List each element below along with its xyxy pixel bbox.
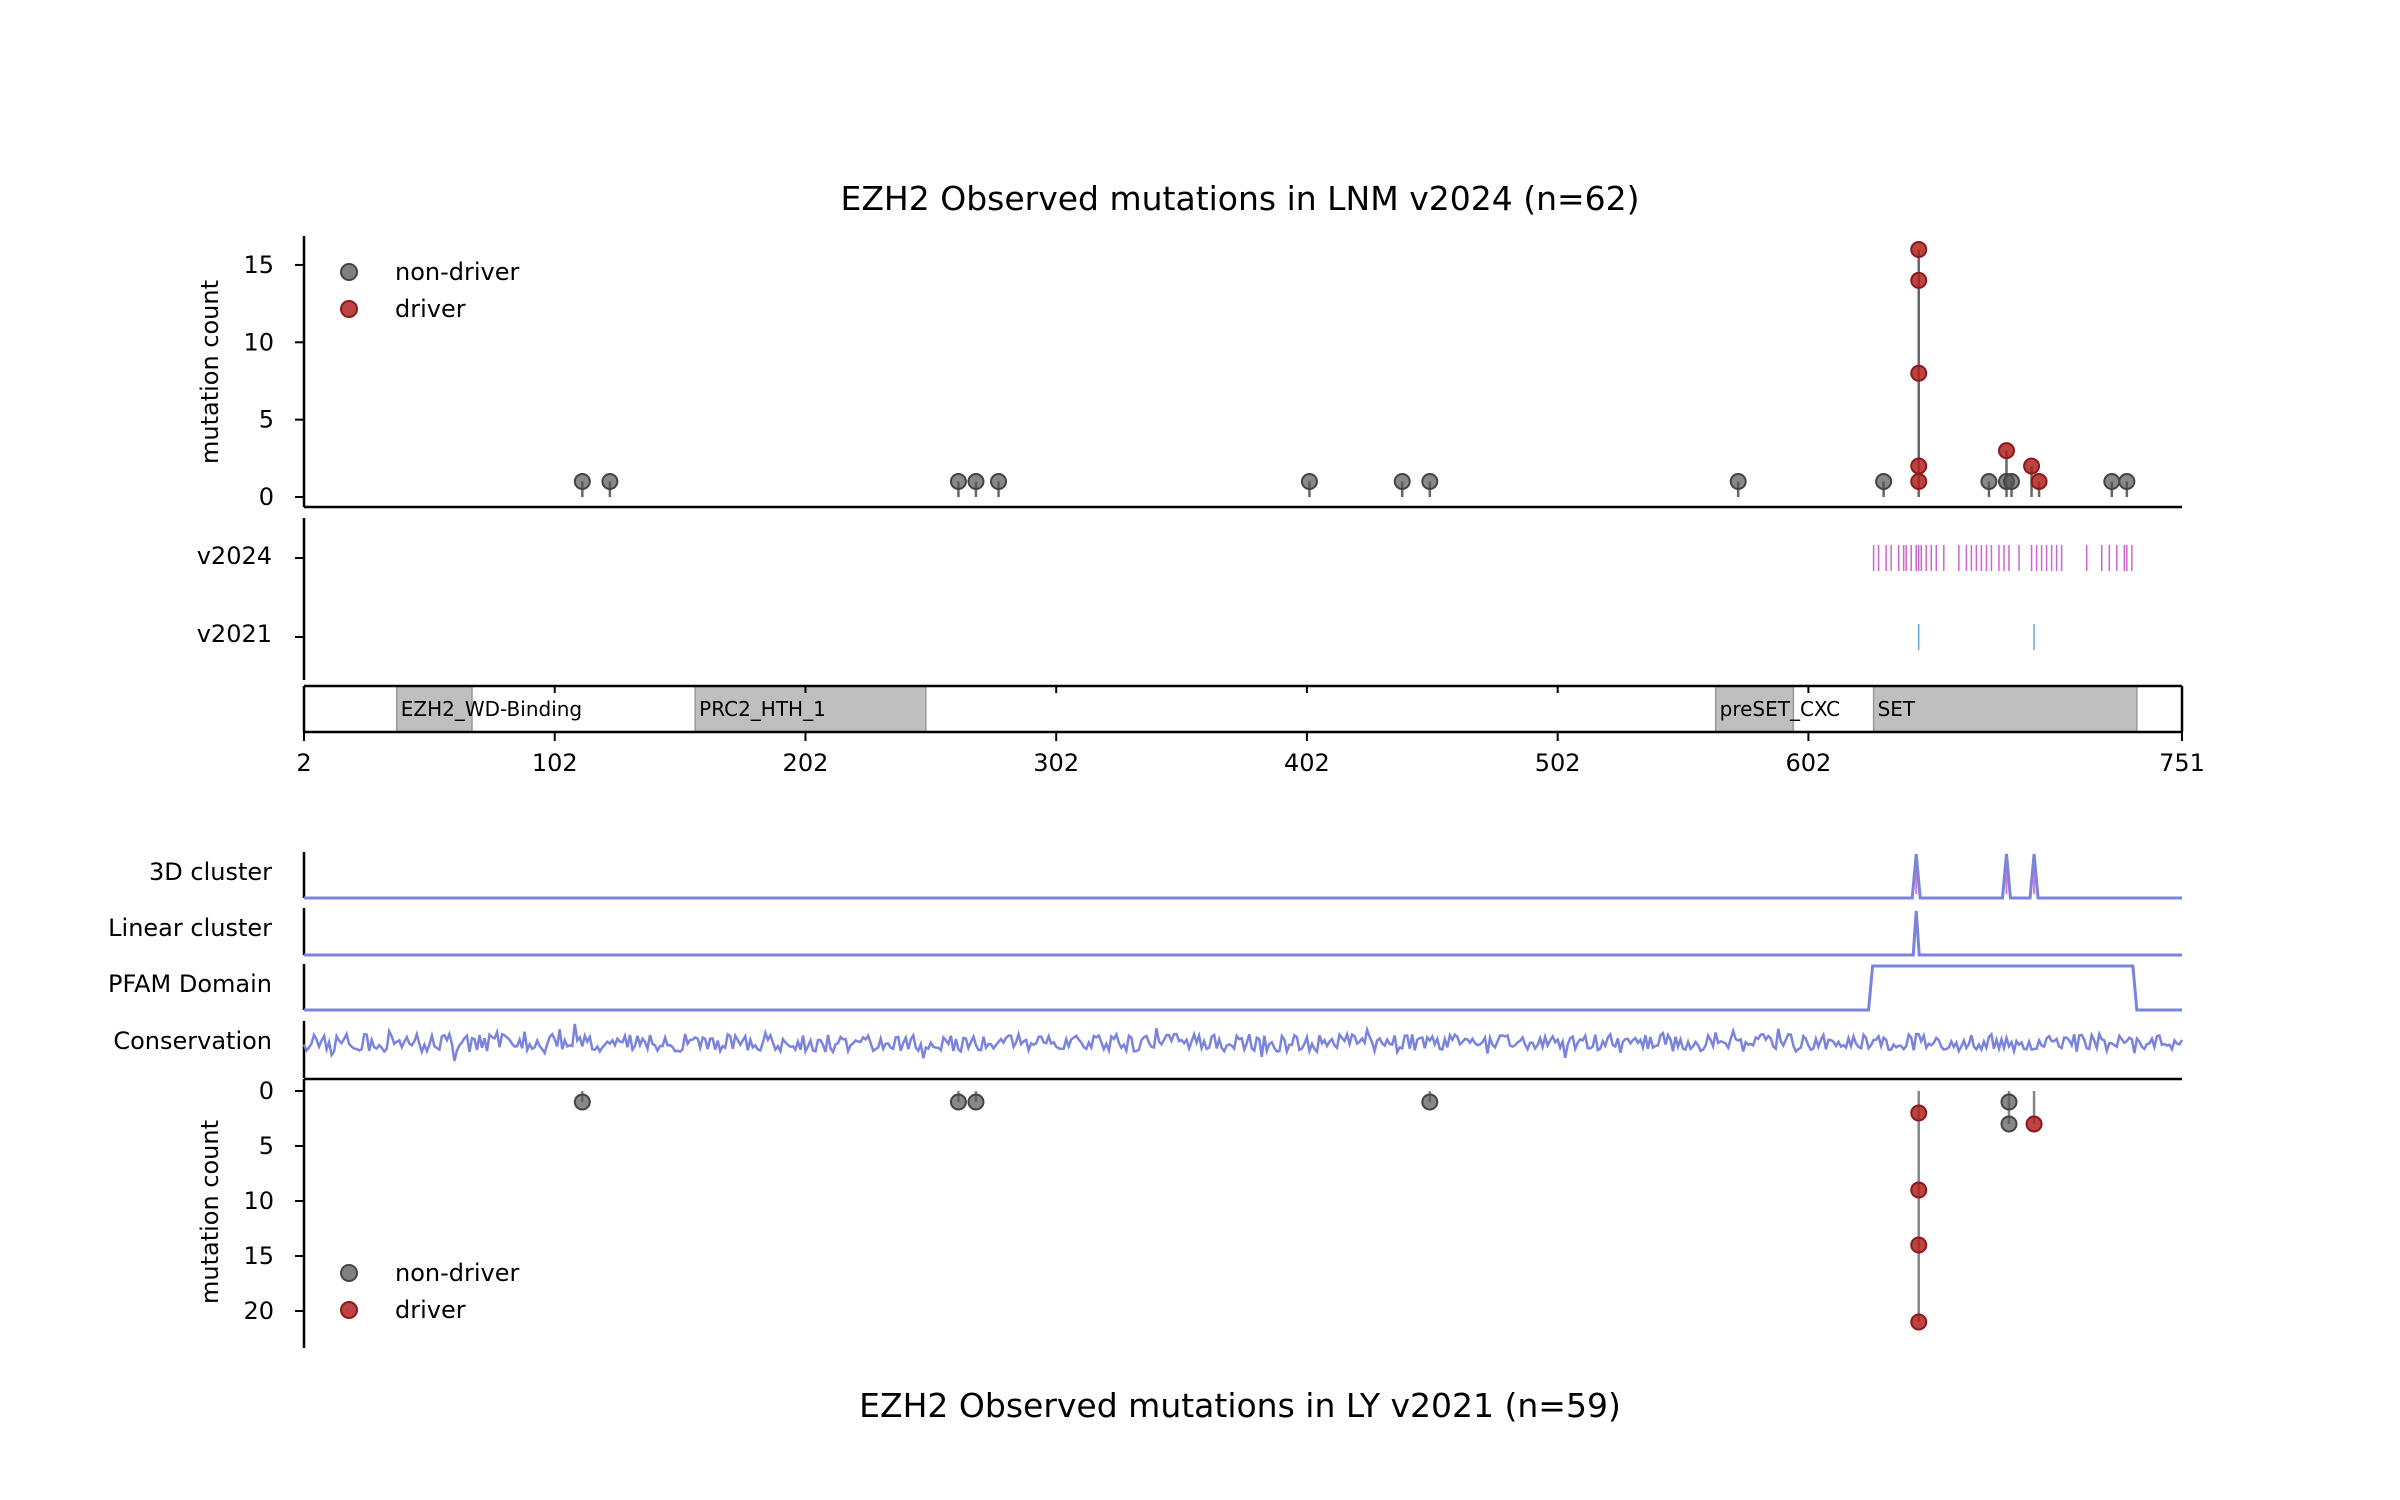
track-label-conservation: Conservation xyxy=(113,1027,272,1055)
driver-point xyxy=(1910,1313,1928,1331)
x-tick-label: 751 xyxy=(2159,749,2205,777)
non-driver-point xyxy=(967,473,985,491)
x-tick-label: 502 xyxy=(1535,749,1581,777)
driver-point xyxy=(1910,364,1928,382)
top-chart-title: EZH2 Observed mutations in LNM v2024 (n=… xyxy=(840,179,1639,218)
top-y-tick-label: 10 xyxy=(243,328,274,356)
domain-label: PRC2_HTH_1 xyxy=(699,697,826,721)
bottom-y-tick-label: 10 xyxy=(243,1187,274,1215)
driver-point xyxy=(2030,473,2048,491)
bottom-y-tick-label: 20 xyxy=(243,1297,274,1325)
track-label-pfam-domain: PFAM Domain xyxy=(108,970,272,998)
driver-point xyxy=(2025,1115,2043,1133)
driver-point xyxy=(1910,1181,1928,1199)
driver-point xyxy=(1997,442,2015,460)
track-line-conservation xyxy=(302,1023,2184,1062)
top-y-tick-label: 5 xyxy=(259,406,274,434)
legend-marker-non-driver xyxy=(340,1264,358,1282)
non-driver-point xyxy=(1393,473,1411,491)
track-label-3d-cluster: 3D cluster xyxy=(149,858,272,886)
bottom-y-tick-label: 5 xyxy=(259,1132,274,1160)
domain-label: EZH2_WD-Binding xyxy=(401,697,582,721)
top-legend: non-driver driver xyxy=(340,258,520,323)
non-driver-point xyxy=(2000,1093,2018,1111)
bottom-y-tick-label: 15 xyxy=(243,1242,274,1270)
x-tick-label: 602 xyxy=(1785,749,1831,777)
top-y-tick-label: 15 xyxy=(243,251,274,279)
non-driver-point xyxy=(2103,473,2121,491)
non-driver-point xyxy=(2118,473,2136,491)
non-driver-point xyxy=(1300,473,1318,491)
x-tick-label: 202 xyxy=(783,749,829,777)
mutation-strip-plot xyxy=(295,518,2133,680)
driver-point xyxy=(1910,457,1928,475)
driver-point xyxy=(1910,1104,1928,1122)
non-driver-point xyxy=(2003,473,2021,491)
driver-point xyxy=(1910,1236,1928,1254)
top-ylabel: mutation count xyxy=(196,280,224,464)
non-driver-point xyxy=(2000,1115,2018,1133)
bottom-legend: non-driver driver xyxy=(340,1259,520,1324)
bottom-lollipop-plot: 0 5 10 15 20 xyxy=(243,1077,2182,1348)
bottom-chart-title: EZH2 Observed mutations in LY v2021 (n=5… xyxy=(859,1386,1621,1425)
non-driver-point xyxy=(1421,1093,1439,1111)
track-line-linear-cluster xyxy=(304,910,2182,957)
non-driver-point xyxy=(1421,473,1439,491)
driver-point xyxy=(2023,457,2041,475)
legend-marker-driver xyxy=(340,1301,358,1319)
x-tick-label: 2 xyxy=(296,749,311,777)
x-tick-label: 402 xyxy=(1284,749,1330,777)
x-tick-label: 102 xyxy=(532,749,578,777)
top-lollipop-plot: 0 5 10 15 xyxy=(243,236,2182,511)
non-driver-point xyxy=(573,1093,591,1111)
bottom-ylabel: mutation count xyxy=(196,1120,224,1304)
driver-point xyxy=(1910,271,1928,289)
legend-label-driver: driver xyxy=(395,1296,466,1324)
non-driver-point xyxy=(967,1093,985,1111)
x-tick-label: 302 xyxy=(1033,749,1079,777)
top-y-tick-label: 0 xyxy=(259,483,274,511)
non-driver-point xyxy=(949,473,967,491)
non-driver-point xyxy=(573,473,591,491)
driver-point xyxy=(1910,240,1928,258)
legend-label-driver: driver xyxy=(395,295,466,323)
legend-label-non-driver: non-driver xyxy=(395,1259,520,1287)
track-line-pfam-domain xyxy=(304,964,2182,1012)
legend-label-non-driver: non-driver xyxy=(395,258,520,286)
domain-label: SET xyxy=(1878,697,1916,721)
non-driver-point xyxy=(990,473,1008,491)
legend-marker-non-driver xyxy=(340,263,358,281)
non-driver-point xyxy=(1875,473,1893,491)
domain-track: EZH2_WD-Binding PRC2_HTH_1 preSET_CXC SET 2 1… xyxy=(296,684,2205,777)
track-line-3d-cluster xyxy=(304,853,2182,900)
non-driver-point xyxy=(601,473,619,491)
bottom-y-tick-label: 0 xyxy=(259,1077,274,1105)
non-driver-point xyxy=(1980,473,1998,491)
strip-label-v2024: v2024 xyxy=(197,542,272,570)
feature-tracks xyxy=(302,852,2184,1078)
domain-label: preSET_CXC xyxy=(1720,697,1841,721)
non-driver-point xyxy=(949,1093,967,1111)
non-driver-point xyxy=(1729,473,1747,491)
legend-marker-driver xyxy=(340,300,358,318)
driver-point xyxy=(1910,473,1928,491)
domain-track-background xyxy=(304,686,2182,732)
strip-label-v2021: v2021 xyxy=(197,620,272,648)
track-label-linear-cluster: Linear cluster xyxy=(108,914,272,942)
